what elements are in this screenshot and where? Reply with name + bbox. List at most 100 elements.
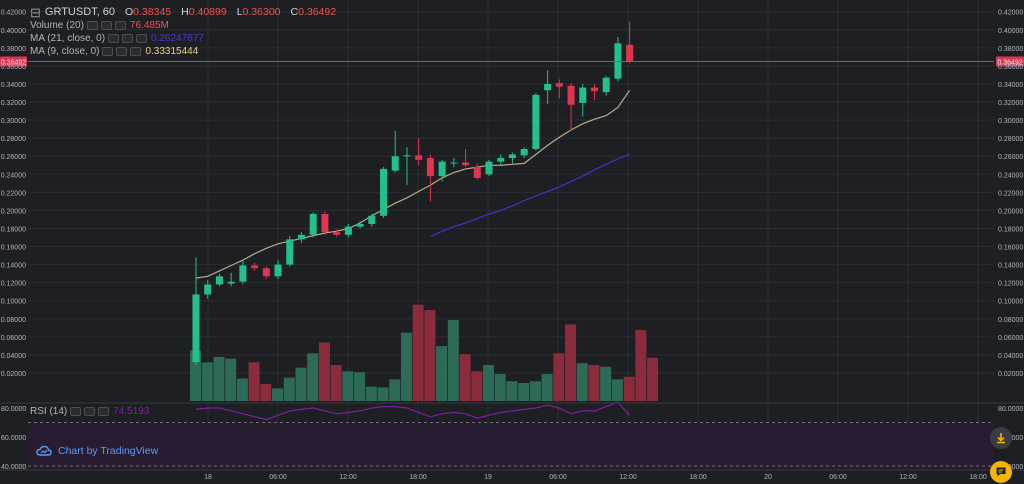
candle-body bbox=[391, 156, 399, 171]
y-tick-right: 0.30000 bbox=[998, 118, 1023, 125]
volume-bar bbox=[647, 357, 659, 401]
volume-bar bbox=[600, 366, 612, 401]
volume-legend-value: 76.485M bbox=[129, 20, 169, 31]
settings-icon[interactable] bbox=[100, 21, 112, 30]
y-tick-left: 0.28000 bbox=[1, 136, 26, 143]
close-icon[interactable] bbox=[98, 407, 110, 416]
y-tick-left: 0.24000 bbox=[1, 172, 26, 179]
settings-icon[interactable] bbox=[122, 34, 134, 43]
ma21-legend-value: 0.26247677 bbox=[151, 33, 204, 44]
y-tick-left: 0.06000 bbox=[1, 335, 26, 342]
close-label: C bbox=[290, 6, 299, 18]
settings-icon[interactable] bbox=[116, 47, 128, 56]
volume-bar bbox=[494, 374, 506, 401]
volume-bar bbox=[389, 379, 401, 401]
y-tick-right: 0.12000 bbox=[998, 281, 1023, 288]
volume-bar bbox=[225, 358, 237, 401]
ma9-legend-row[interactable]: MA (9, close, 0) 0.33315444 bbox=[30, 45, 336, 58]
candle-body bbox=[520, 148, 528, 156]
eye-icon[interactable] bbox=[108, 34, 120, 43]
candle-body bbox=[415, 155, 423, 160]
ma9-line bbox=[195, 89, 631, 279]
y-tick-right: 0.16000 bbox=[998, 245, 1023, 252]
volume-bar bbox=[436, 346, 448, 401]
volume-bar bbox=[190, 350, 201, 401]
x-tick: 06:00 bbox=[549, 474, 567, 481]
volume-bar bbox=[483, 365, 494, 401]
y-tick-left: 0.36000 bbox=[1, 64, 26, 71]
y-tick-right: 0.24000 bbox=[998, 172, 1023, 179]
tradingview-attribution[interactable]: Chart by TradingView bbox=[36, 445, 158, 457]
candle-body bbox=[356, 223, 364, 227]
x-tick: 19 bbox=[484, 474, 492, 481]
close-value: 0.36492 bbox=[298, 6, 337, 18]
y-tick-left: 0.42000 bbox=[1, 10, 26, 17]
low-value: 0.36300 bbox=[242, 6, 281, 18]
y-tick-left: 0.38000 bbox=[1, 46, 26, 53]
close-icon[interactable] bbox=[136, 34, 148, 43]
eye-icon[interactable] bbox=[70, 407, 82, 416]
candle-body bbox=[204, 284, 212, 295]
y-tick-right: 0.42000 bbox=[998, 10, 1023, 17]
candle-body bbox=[497, 158, 505, 162]
y-tick-right: 0.02000 bbox=[998, 371, 1023, 378]
volume-bar bbox=[354, 372, 366, 401]
candle-body bbox=[239, 265, 247, 282]
rsi-legend[interactable]: RSI (14) 74.5193 bbox=[30, 406, 149, 417]
volume-legend-row[interactable]: Volume (20) 76.485M bbox=[30, 19, 336, 32]
high-label: H bbox=[181, 6, 189, 18]
y-tick-right: 0.22000 bbox=[998, 190, 1023, 197]
candle-body bbox=[544, 83, 552, 91]
candle-body bbox=[426, 158, 434, 177]
collapse-square-icon[interactable]: ⊟ bbox=[30, 5, 41, 20]
ma9-legend-value: 0.33315444 bbox=[145, 46, 199, 57]
candle-body bbox=[286, 239, 294, 265]
x-tick: 18:00 bbox=[689, 474, 707, 481]
y-tick-right: 0.04000 bbox=[998, 353, 1023, 360]
candle-body bbox=[462, 162, 470, 166]
volume-bar bbox=[295, 367, 307, 401]
rsi-legend-value: 74.5193 bbox=[113, 406, 150, 417]
candle-body bbox=[192, 294, 200, 363]
chart-legend: ⊟ GRTUSDT, 60 O 0.38345 H 0.40899 L 0.36300… bbox=[30, 6, 336, 58]
y-tick-right: 0.40000 bbox=[998, 28, 1023, 35]
volume-bar bbox=[272, 388, 284, 401]
y-tick-right: 0.32000 bbox=[998, 100, 1023, 107]
candle-body bbox=[333, 232, 341, 235]
y-tick-left: 0.32000 bbox=[1, 100, 26, 107]
candle-body bbox=[297, 234, 305, 240]
candle-body bbox=[579, 87, 587, 103]
candle-body bbox=[602, 77, 610, 93]
close-icon[interactable] bbox=[130, 47, 142, 56]
eye-icon[interactable] bbox=[86, 21, 98, 30]
eye-icon[interactable] bbox=[102, 47, 114, 56]
candle-body bbox=[344, 226, 352, 235]
y-tick-left: 0.22000 bbox=[1, 190, 26, 197]
y-tick-left: 0.18000 bbox=[1, 226, 26, 233]
candle-body bbox=[309, 214, 317, 235]
volume-bar bbox=[541, 374, 553, 401]
x-tick: 06:00 bbox=[829, 474, 847, 481]
chat-button[interactable] bbox=[990, 461, 1012, 483]
volume-bar bbox=[459, 354, 471, 401]
ma9-legend-label: MA (9, close, 0) bbox=[30, 46, 100, 57]
rsi-band-fill bbox=[28, 422, 994, 468]
close-icon[interactable] bbox=[114, 21, 126, 30]
settings-icon[interactable] bbox=[84, 407, 96, 416]
volume-bar bbox=[424, 310, 436, 401]
attribution-text: Chart by TradingView bbox=[58, 445, 159, 457]
volume-bar bbox=[611, 379, 623, 401]
download-button[interactable] bbox=[990, 427, 1012, 449]
x-tick: 18 bbox=[204, 474, 212, 481]
chat-bubble-icon bbox=[996, 467, 1006, 477]
last-price-label-right: 0.36492 bbox=[997, 59, 1022, 66]
ma21-line bbox=[430, 153, 630, 238]
rsi-tick-left: 80.0000 bbox=[1, 406, 26, 413]
ma9-path bbox=[195, 89, 631, 279]
y-tick-left: 0.40000 bbox=[1, 28, 26, 35]
candle-body bbox=[321, 214, 329, 233]
ma21-legend-row[interactable]: MA (21, close, 0) 0.26247677 bbox=[30, 32, 336, 45]
rsi-pane: 80.000080.000060.000060.000040.000040.00… bbox=[1, 401, 1023, 471]
volume-bar bbox=[213, 356, 225, 401]
